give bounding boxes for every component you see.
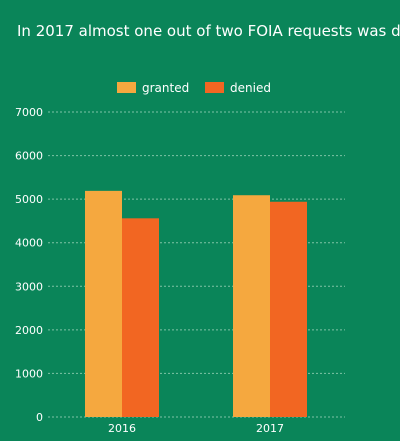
x-tick-label: 2017 — [256, 422, 284, 435]
legend-label-denied: denied — [230, 81, 271, 95]
chart-title: In 2017 almost one out of two FOIA reque… — [17, 22, 400, 40]
legend-label-granted: granted — [142, 81, 189, 95]
y-tick-label: 5000 — [15, 193, 43, 206]
bar-granted-2017 — [233, 195, 270, 417]
y-tick-label: 0 — [36, 411, 43, 424]
y-tick-label: 7000 — [15, 106, 43, 119]
legend-swatch-denied — [205, 82, 224, 93]
y-tick-label: 1000 — [15, 367, 43, 380]
y-tick-label: 2000 — [15, 324, 43, 337]
x-tick-label: 2016 — [108, 422, 136, 435]
bar-denied-2016 — [122, 218, 159, 417]
bar-denied-2017 — [270, 201, 307, 417]
y-tick-label: 4000 — [15, 237, 43, 250]
bar-granted-2016 — [85, 190, 122, 417]
y-tick-label: 3000 — [15, 280, 43, 293]
legend-swatch-granted — [117, 82, 136, 93]
y-tick-label: 6000 — [15, 150, 43, 163]
